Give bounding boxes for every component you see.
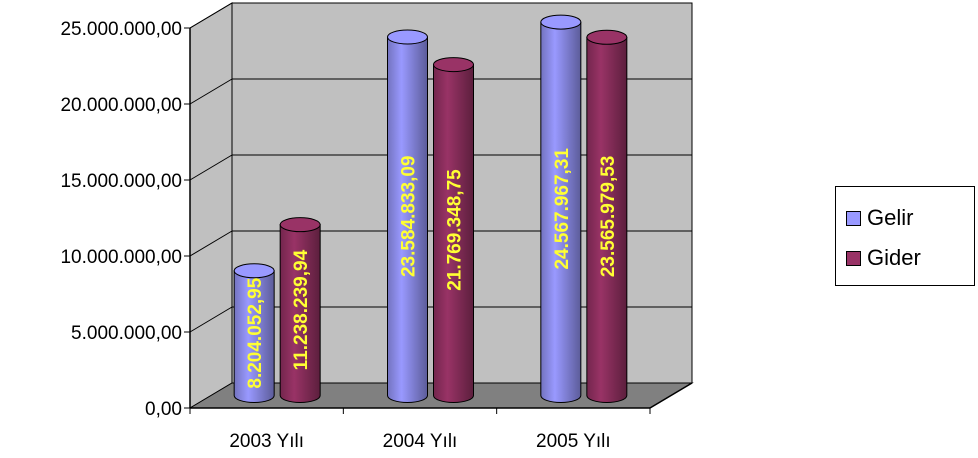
data-label-gider-2: 23.565.979,53 <box>598 156 619 278</box>
gridline-side <box>189 306 233 333</box>
data-label-gider-0: 11.238.239,94 <box>291 249 312 370</box>
data-label-gelir-1: 23.584.833,09 <box>399 155 420 277</box>
labels: 8.204.052,95 11.238.239,94 23.584.833,09 21… <box>245 148 619 389</box>
bar-gider-0 <box>279 224 321 403</box>
bar-gelir-2 <box>540 21 582 403</box>
left-wall <box>189 2 233 409</box>
y-tick-label: 0,00 <box>145 399 182 420</box>
gridline-side <box>189 78 233 105</box>
y-tick-label: 20.000.000,00 <box>60 95 182 116</box>
legend-label-gelir: Gelir <box>867 205 914 230</box>
floor-edge <box>649 382 693 409</box>
x-tick-label: 2005 Yılı <box>536 431 611 452</box>
bar-top-gelir-0 <box>233 263 275 279</box>
x-tick-label: 2004 Yılı <box>383 431 458 452</box>
gridline-side <box>189 154 233 181</box>
legend-label-gider: Gider <box>867 245 921 270</box>
bar-top-gelir-2 <box>540 14 582 30</box>
bar-gelir-1 <box>387 36 428 403</box>
x-tick-label: 2003 Yılı <box>229 431 304 452</box>
data-label-gider-1: 21.769.348,75 <box>445 169 466 291</box>
bar-gider-1 <box>433 64 474 403</box>
legend: Gelir Gider <box>835 186 975 286</box>
bar-gider-2 <box>586 36 628 403</box>
bar-gelir-0 <box>233 270 275 403</box>
data-label-gelir-2: 24.567.967,31 <box>552 148 573 270</box>
legend-item-gelir: Gelir <box>846 205 913 231</box>
legend-swatch-gelir <box>846 210 861 226</box>
bar-top-gider-2 <box>586 29 628 45</box>
bar-top-gelir-1 <box>387 29 428 45</box>
y-tick-label: 10.000.000,00 <box>60 247 182 268</box>
y-tick-label: 5.000.000,00 <box>71 323 182 344</box>
y-tick-label: 15.000.000,00 <box>60 171 182 192</box>
data-label-gelir-0: 8.204.052,95 <box>245 277 266 388</box>
bar-top-gider-1 <box>433 57 474 73</box>
chart-axes: 0,00 5.000.000,00 10.000.000,00 15.000.000,… <box>60 19 693 452</box>
legend-swatch-gider <box>846 250 861 266</box>
legend-item-gider: Gider <box>846 245 921 271</box>
gridline-side <box>189 230 233 257</box>
bar-top-gider-0 <box>279 217 321 233</box>
gridline-side <box>189 2 233 29</box>
y-tick-label: 25.000.000,00 <box>60 19 182 40</box>
bars <box>233 14 628 403</box>
